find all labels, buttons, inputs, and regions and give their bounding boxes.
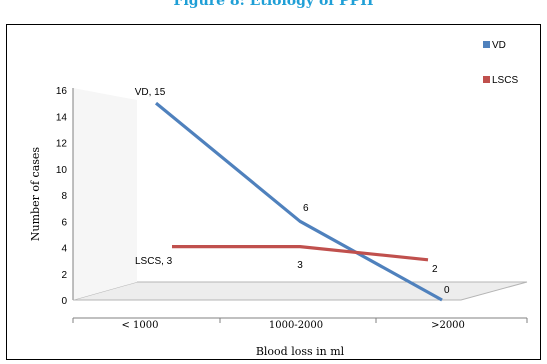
chart-floor [72, 281, 528, 301]
y-tick-label: 4 [61, 244, 67, 255]
legend-label: LSCS [492, 75, 518, 86]
data-label: VD, 15 [135, 87, 166, 98]
legend-swatch [483, 41, 490, 48]
y-tick-label: 8 [61, 191, 67, 202]
chart-title: Figure 8: Etiology of PPH [173, 0, 374, 9]
data-label: LSCS, 3 [135, 256, 173, 267]
x-category-label: < 1000 [121, 320, 158, 331]
y-axis-title: Number of cases [29, 147, 42, 242]
y-tick-label: 6 [61, 217, 67, 228]
x-axis-title: Blood loss in ml [256, 345, 345, 358]
legend-swatch [483, 76, 490, 83]
y-tick-label: 0 [61, 296, 67, 307]
y-tick-label: 2 [61, 270, 67, 281]
x-category-label: 1000-2000 [269, 320, 323, 331]
x-category-label: >2000 [431, 320, 465, 331]
series-line-vd [154, 101, 443, 302]
y-tick-label: 12 [56, 139, 68, 150]
data-labels: VD, 15 6 0 LSCS, 3 3 2 [135, 87, 450, 296]
x-tick-marks [72, 318, 528, 323]
y-tick-label: 14 [56, 112, 68, 123]
data-label: 2 [432, 264, 438, 275]
legend-label: VD [492, 40, 506, 51]
data-label: 6 [303, 203, 309, 214]
data-label: 3 [297, 260, 303, 271]
y-tick-label: 16 [56, 86, 68, 97]
data-label: 0 [444, 285, 450, 296]
x-category-labels: < 1000 1000-2000 >2000 [121, 320, 464, 331]
series-lines [154, 101, 443, 302]
y-tick-labels: 0 2 4 6 8 10 12 14 16 [56, 86, 68, 307]
legend: VD LSCS [483, 40, 518, 86]
chart-back-wall [73, 88, 137, 300]
series-line-lscs [172, 245, 429, 262]
y-tick-label: 10 [56, 165, 68, 176]
